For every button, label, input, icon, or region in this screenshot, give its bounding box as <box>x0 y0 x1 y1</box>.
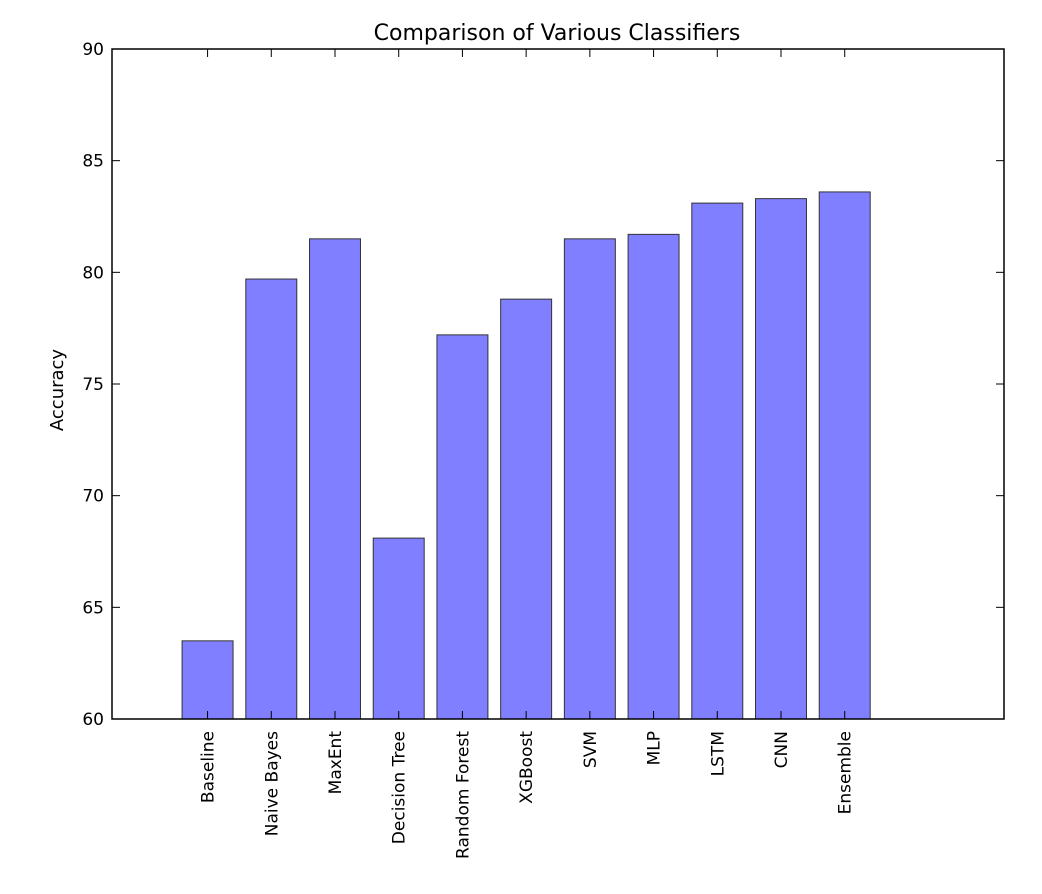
bar-xgboost <box>500 298 553 720</box>
y-tick-label: 85 <box>82 152 104 172</box>
bars-group <box>181 191 871 720</box>
x-tick-label: Ensemble <box>836 731 856 814</box>
bar-svm <box>563 238 616 720</box>
x-tick-label: MaxEnt <box>326 731 346 795</box>
y-tick-label: 60 <box>82 710 104 730</box>
x-tick-label: Naive Bayes <box>262 731 282 836</box>
chart-title: Comparison of Various Classifiers <box>374 21 741 46</box>
bar-decision-tree <box>372 537 425 720</box>
x-tick-label: Baseline <box>199 731 219 803</box>
x-tick-label: LSTM <box>708 731 728 776</box>
x-tick-label: CNN <box>772 731 792 768</box>
y-axis-label: Accuracy <box>47 349 68 432</box>
y-tick-label: 75 <box>82 375 104 395</box>
bar-lstm <box>691 202 744 720</box>
bar-ensemble <box>818 191 871 720</box>
y-tick-label: 90 <box>82 40 104 60</box>
bar-baseline <box>181 640 234 720</box>
plot-frame <box>111 48 1005 720</box>
x-tick-label: MLP <box>645 731 665 765</box>
x-tick-label: Random Forest <box>453 731 473 859</box>
y-tick-label: 80 <box>82 263 104 283</box>
y-tick-label: 70 <box>82 487 104 507</box>
bar-naive-bayes <box>245 278 298 720</box>
y-tick-label: 65 <box>82 598 104 618</box>
bar-maxent <box>309 238 361 720</box>
bar-mlp <box>627 233 680 720</box>
x-axis: Baseline Naive Bayes MaxEnt Decision Tree Ra… <box>199 49 856 859</box>
bar-cnn <box>755 198 807 720</box>
x-tick-label: XGBoost <box>517 731 537 804</box>
x-tick-label: SVM <box>581 731 601 768</box>
bar-random-forest <box>436 334 489 720</box>
x-tick-label: Decision Tree <box>390 731 410 844</box>
